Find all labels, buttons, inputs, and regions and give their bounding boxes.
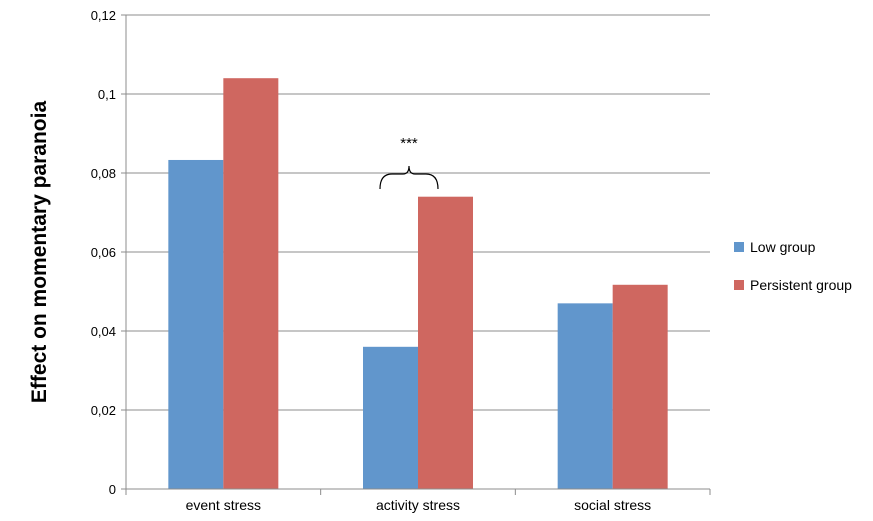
significance-label: *** <box>400 135 418 152</box>
x-tick-label: event stress <box>186 497 261 513</box>
y-tick-label: 0,06 <box>91 245 116 260</box>
legend: Low group Persistent group <box>734 239 852 293</box>
legend-swatch <box>734 242 744 252</box>
y-tick-label: 0,02 <box>91 403 116 418</box>
y-tick-labels: 0 0,02 0,04 0,06 0,08 0,1 0,12 <box>91 8 116 497</box>
axes <box>125 15 711 495</box>
legend-label: Low group <box>750 239 816 255</box>
y-tick-label: 0,12 <box>91 8 116 23</box>
bar-low-group <box>557 303 613 489</box>
bar-persistent-group <box>223 78 279 489</box>
y-tick-label: 0,04 <box>91 324 116 339</box>
x-tick-label: activity stress <box>376 497 460 513</box>
y-tick-label: 0,1 <box>98 87 116 102</box>
bars <box>168 78 668 489</box>
x-tick-labels: event stress activity stress social stress <box>186 497 652 513</box>
significance-annotation: *** <box>379 135 439 190</box>
y-tick-label: 0,08 <box>91 166 116 181</box>
brace <box>379 165 439 190</box>
x-tick-label: social stress <box>574 497 651 513</box>
y-axis-label: Effect on momentary paranoia <box>28 101 51 404</box>
bar-persistent-group <box>418 196 473 489</box>
legend-swatch <box>734 280 744 290</box>
legend-label: Persistent group <box>750 277 852 293</box>
bar-persistent-group <box>612 284 668 489</box>
bar-low-group <box>363 346 418 489</box>
y-tick-label: 0 <box>109 482 116 497</box>
bar-low-group <box>168 159 224 489</box>
